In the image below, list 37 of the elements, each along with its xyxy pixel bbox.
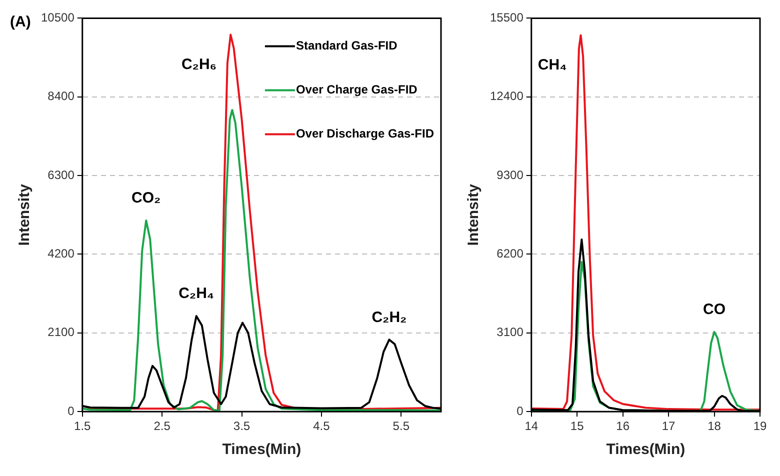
text: (A) (10, 13, 31, 30)
y-tick-label: 9300 (496, 168, 524, 182)
x-axis-title: Times(Min) (222, 441, 302, 458)
annotation: C₂H₆ (181, 56, 217, 73)
y-tick-label: 0 (516, 404, 524, 418)
annotation: CO₂ (132, 190, 161, 207)
y-tick-label: 6300 (48, 168, 75, 182)
x-tick-label: 15 (570, 419, 584, 434)
y-tick-label: 3100 (496, 325, 524, 340)
x-tick-label: 17 (662, 419, 676, 434)
y-tick-label: 15500 (490, 10, 524, 25)
y-tick-label: 4200 (48, 246, 75, 261)
y-tick-label: 2100 (48, 325, 75, 340)
x-tick-label: 3.5 (233, 419, 250, 434)
annotation: C₂H₂ (372, 308, 407, 326)
x-tick-label: 1.5 (74, 419, 92, 434)
y-tick-label: 12400 (490, 89, 524, 104)
annotation: CH₄ (538, 56, 567, 74)
annotation: CO (703, 301, 726, 318)
x-tick-label: 16 (616, 419, 630, 434)
y-tick-label: 6200 (496, 246, 524, 261)
x-axis-title: Times(Min) (606, 441, 686, 458)
legend-label: Standard Gas-FID (296, 38, 398, 53)
x-tick-label: 5.5 (392, 419, 410, 434)
x-tick-label: 18 (708, 419, 722, 434)
x-tick-label: 2.5 (154, 419, 171, 434)
x-tick-label: 14 (524, 419, 538, 434)
y-tick-label: 0 (68, 404, 75, 418)
legend-label: Over Charge Gas-FID (296, 82, 418, 97)
x-tick-label: 4.5 (313, 419, 330, 434)
legend-label: Over Discharge Gas-FID (296, 126, 434, 141)
y-tick-label: 10500 (40, 10, 75, 25)
y-tick-label: 8400 (48, 89, 75, 104)
y-axis-title: Intensity (16, 183, 34, 246)
annotation: C₂H₄ (178, 285, 214, 302)
x-tick-label: 19 (753, 419, 767, 434)
y-axis-title: Intensity (465, 183, 482, 246)
